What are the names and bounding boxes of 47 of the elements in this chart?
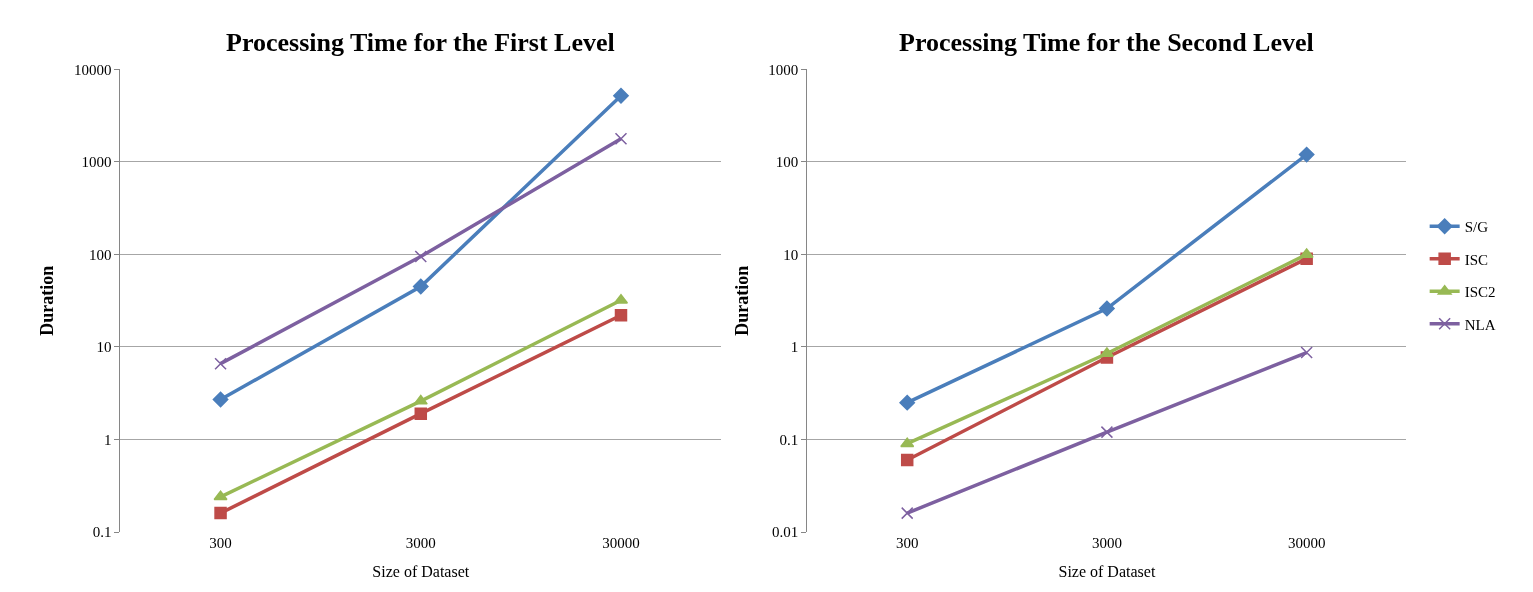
y-tick-label: 0.1 (779, 431, 799, 448)
legend-label: ISC (1464, 251, 1488, 268)
y-tick-label: 1000 (81, 154, 112, 171)
x-tick-label: 30000 (1287, 535, 1326, 551)
point (900, 506, 914, 520)
point (214, 506, 227, 520)
point (213, 490, 228, 501)
y-tick-label: 0.01 (772, 524, 799, 541)
legend-label: S/G (1464, 219, 1489, 236)
point (412, 278, 429, 295)
y-tick-label: 10000 (73, 61, 112, 78)
point (614, 309, 628, 322)
y-tick-label: 1 (103, 431, 112, 448)
legend-label: NLA (1464, 316, 1496, 333)
point (1298, 146, 1315, 163)
y-tick-label: 10 (96, 339, 112, 356)
x-tick-label: 3000 (1091, 535, 1122, 551)
y-tick-label: 1 (790, 339, 799, 356)
point (414, 407, 428, 420)
point (413, 394, 428, 405)
point (900, 437, 915, 448)
legend-label: ISC2 (1464, 284, 1496, 301)
x-tick-label: 3000 (405, 535, 436, 551)
point (613, 87, 629, 104)
x-tick-label: 300 (209, 535, 232, 551)
x-axis-title: Size of Dataset (372, 562, 470, 580)
y-tick-label: 100 (88, 246, 112, 263)
point (212, 391, 229, 408)
point (414, 250, 428, 263)
point (899, 394, 916, 411)
y-tick-label: 0.1 (92, 524, 112, 541)
y-axis-title: Duration (731, 265, 752, 336)
point (214, 357, 227, 370)
point (1300, 346, 1313, 359)
point (1099, 300, 1115, 317)
x-tick-label: 30000 (602, 535, 640, 551)
x-axis-title: Size of Dataset (1058, 562, 1156, 580)
y-tick-label: 1000 (768, 61, 799, 78)
point (900, 453, 914, 467)
x-tick-label: 300 (895, 535, 919, 551)
y-tick-label: 100 (775, 154, 799, 171)
point (1100, 425, 1114, 439)
chart-title: Processing Time for the First Level (226, 28, 615, 57)
y-tick-label: 10 (783, 246, 799, 263)
chart-title: Processing Time for the Second Level (899, 28, 1314, 57)
point (614, 132, 628, 145)
y-axis-title: Duration (37, 265, 58, 336)
